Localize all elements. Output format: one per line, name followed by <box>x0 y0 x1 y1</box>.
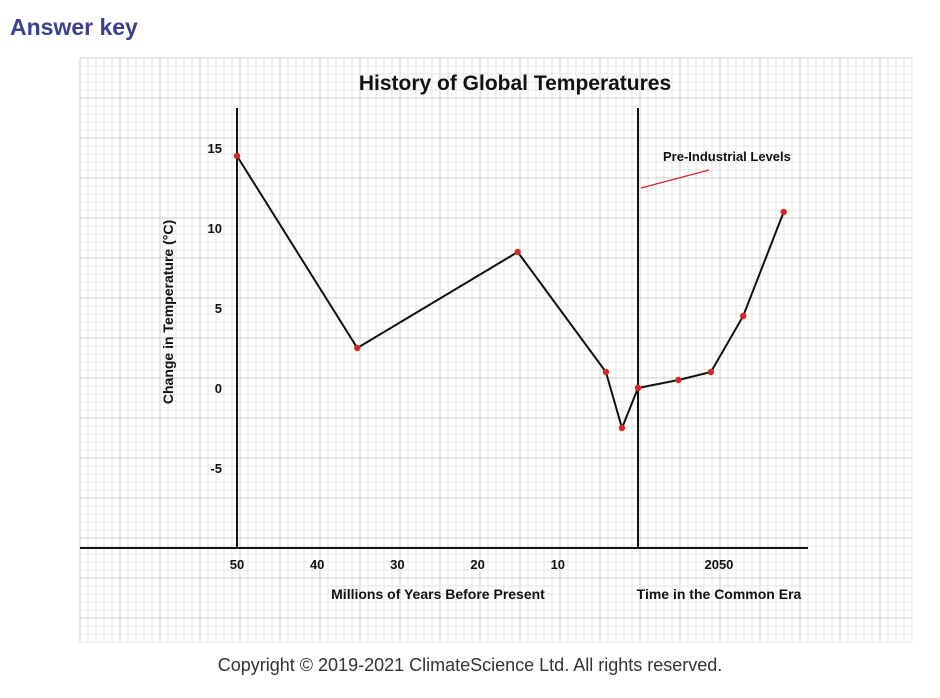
y-axis-label: Change in Temperature (°C) <box>160 220 176 404</box>
x-tick-label: 10 <box>551 557 565 572</box>
chart-title: History of Global Temperatures <box>359 72 671 95</box>
series-line-1 <box>236 155 639 432</box>
data-point <box>707 368 715 376</box>
y-tick-label: -5 <box>210 461 222 476</box>
y-tick-label: 10 <box>208 221 222 236</box>
data-point <box>354 344 361 352</box>
page-heading: Answer key <box>10 14 138 40</box>
data-point <box>740 312 747 320</box>
series <box>233 152 787 432</box>
data-point <box>233 152 241 160</box>
data-point <box>514 248 521 256</box>
x-tick-label: 50 <box>230 557 244 572</box>
data-point <box>618 424 626 432</box>
data-point <box>675 376 682 384</box>
x-axis-label-ce: Time in the Common Era <box>637 586 802 602</box>
x-tick-label: 30 <box>390 557 404 572</box>
annotation-label: Pre-Industrial Levels <box>663 149 791 164</box>
x-axis-label-mya: Millions of Years Before Present <box>331 586 545 602</box>
data-point <box>634 384 642 392</box>
y-tick-label: 0 <box>215 381 222 396</box>
data-point <box>602 368 610 376</box>
axes <box>80 108 808 549</box>
x-tick-label: 2050 <box>704 557 733 572</box>
x-tick-label: 20 <box>470 557 484 572</box>
data-point <box>780 208 787 216</box>
y-tick-label: 5 <box>215 301 222 316</box>
x-tick-label: 40 <box>310 557 324 572</box>
copyright-footer: Copyright © 2019-2021 ClimateScience Ltd… <box>217 655 723 675</box>
annotation-pointer <box>640 169 710 189</box>
y-tick-label: 15 <box>208 141 222 156</box>
grid <box>79 57 913 643</box>
